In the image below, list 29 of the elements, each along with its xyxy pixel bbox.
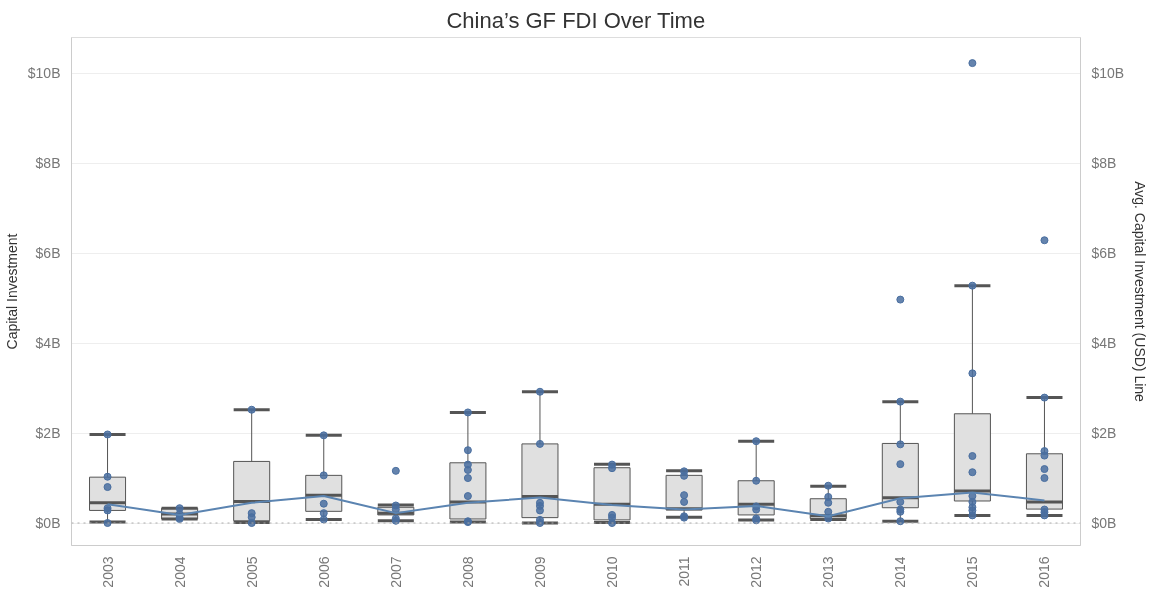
y-tick-label: $2B [35, 425, 61, 442]
x-tick-label: 2003 [99, 556, 116, 588]
x-tick-label: 2007 [387, 556, 404, 588]
x-tick-label: 2010 [604, 556, 621, 588]
x-tick-label: 2015 [964, 556, 981, 588]
y-tick-label: $10B [27, 65, 61, 82]
y-axis-title: Capital Investment [3, 233, 20, 350]
x-tick-label: 2009 [531, 556, 548, 588]
y2-axis-title: Avg. Capital Investment (USD) Line [1132, 181, 1149, 403]
x-tick-label: 2008 [459, 556, 476, 588]
x-tick-label: 2011 [676, 556, 693, 587]
y2-tick-label: $8B [1091, 155, 1117, 172]
y2-tick-label: $4B [1091, 335, 1117, 352]
x-tick-label: 2012 [748, 556, 765, 588]
y-tick-label: $4B [35, 335, 61, 352]
y2-tick-label: $10B [1091, 65, 1125, 82]
y-tick-label: $0B [35, 515, 61, 532]
y-tick-label: $6B [35, 245, 61, 262]
x-tick-label: 2016 [1036, 556, 1053, 588]
x-tick-label: 2006 [315, 556, 332, 588]
y2-tick-label: $2B [1091, 425, 1117, 442]
y2-tick-label: $6B [1091, 245, 1117, 262]
chart-title: China’s GF FDI Over Time [446, 7, 706, 33]
x-tick-label: 2013 [820, 556, 837, 588]
y2-tick-label: $0B [1091, 515, 1117, 532]
x-tick-label: 2014 [892, 556, 909, 588]
y-tick-label: $8B [35, 155, 61, 172]
x-tick-label: 2004 [171, 556, 188, 588]
x-tick-label: 2005 [243, 556, 260, 588]
